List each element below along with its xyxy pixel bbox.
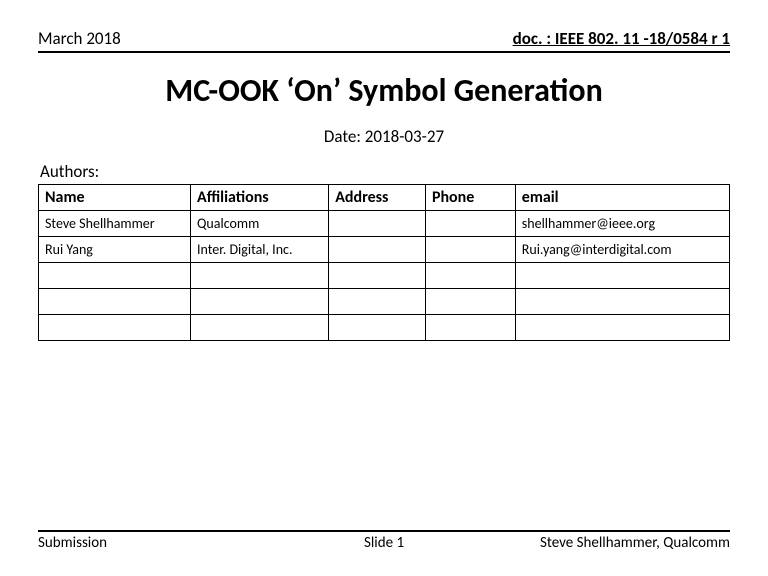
footer-slide-number: Slide 1 (38, 534, 730, 552)
cell-email (515, 289, 729, 315)
table-row: Rui Yang Inter. Digital, Inc. Rui.yang@i… (39, 237, 730, 263)
cell-email (515, 263, 729, 289)
cell-name: Steve Shellhammer (39, 211, 191, 237)
cell-affiliation (191, 315, 329, 341)
footer-rule (38, 530, 730, 532)
cell-address (329, 315, 426, 341)
page-title: MC-OOK ‘On’ Symbol Generation (38, 71, 730, 110)
cell-name (39, 315, 191, 341)
cell-phone (425, 315, 515, 341)
cell-affiliation: Inter. Digital, Inc. (191, 237, 329, 263)
footer: Submission Slide 1 Steve Shellhammer, Qu… (38, 530, 730, 552)
footer-row: Submission Slide 1 Steve Shellhammer, Qu… (38, 534, 730, 552)
cell-name (39, 289, 191, 315)
table-row (39, 289, 730, 315)
header-doc-id: doc. : IEEE 802. 11 -18/0584 r 1 (513, 28, 730, 49)
cell-affiliation: Qualcomm (191, 211, 329, 237)
col-header-email: email (515, 185, 729, 211)
cell-phone (425, 211, 515, 237)
cell-address (329, 263, 426, 289)
col-header-phone: Phone (425, 185, 515, 211)
col-header-affiliations: Affiliations (191, 185, 329, 211)
header: March 2018 doc. : IEEE 802. 11 -18/0584 … (38, 28, 730, 53)
cell-name: Rui Yang (39, 237, 191, 263)
cell-affiliation (191, 263, 329, 289)
cell-address (329, 211, 426, 237)
cell-address (329, 237, 426, 263)
col-header-name: Name (39, 185, 191, 211)
cell-address (329, 289, 426, 315)
cell-name (39, 263, 191, 289)
authors-table: Name Affiliations Address Phone email St… (38, 184, 730, 341)
table-row (39, 315, 730, 341)
cell-phone (425, 263, 515, 289)
cell-affiliation (191, 289, 329, 315)
table-row: Steve Shellhammer Qualcomm shellhammer@i… (39, 211, 730, 237)
cell-phone (425, 237, 515, 263)
cell-email: shellhammer@ieee.org (515, 211, 729, 237)
cell-phone (425, 289, 515, 315)
slide-page: March 2018 doc. : IEEE 802. 11 -18/0584 … (0, 0, 768, 576)
table-header-row: Name Affiliations Address Phone email (39, 185, 730, 211)
authors-label: Authors: (38, 161, 730, 182)
col-header-address: Address (329, 185, 426, 211)
table-row (39, 263, 730, 289)
header-date: March 2018 (38, 28, 121, 49)
cell-email (515, 315, 729, 341)
document-date: Date: 2018-03-27 (38, 126, 730, 147)
cell-email: Rui.yang@interdigital.com (515, 237, 729, 263)
